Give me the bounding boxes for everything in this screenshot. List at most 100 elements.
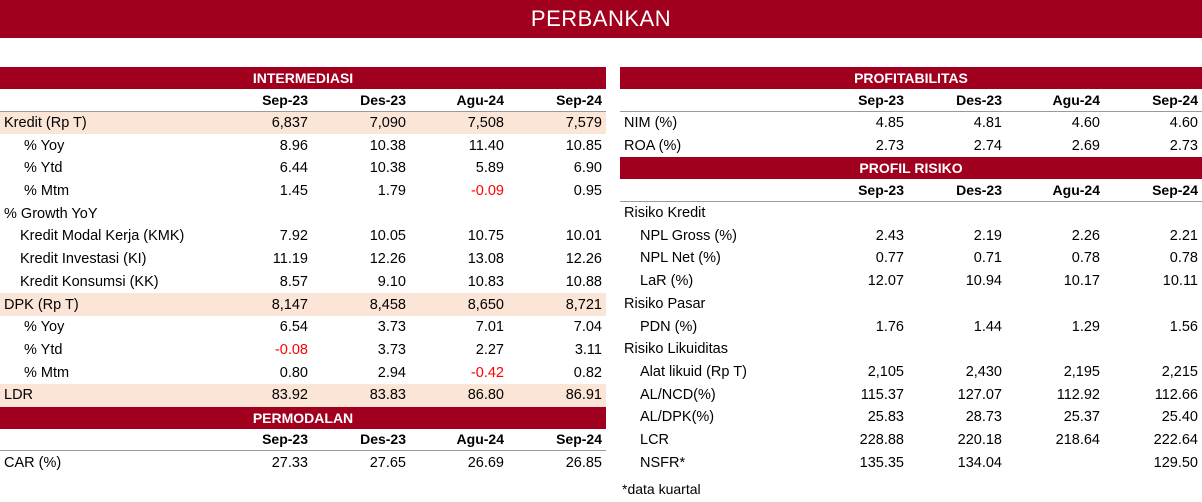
table-cell: 86.91 [565,387,602,404]
table-cell: 222.64 [1153,431,1198,448]
section-title: PROFITABILITAS [854,70,968,86]
table-cell: 1.56 [1169,318,1198,335]
table-cell: 8,147 [271,296,308,313]
table-cell: 27.33 [271,454,308,471]
table-cell: 10.83 [467,273,504,290]
table-cell: 2,215 [1161,363,1198,380]
row-label: PDN (%) [640,318,698,335]
table-cell: 2.26 [1071,227,1100,244]
table-cell: 6,837 [271,115,308,132]
table-cell: 6.90 [573,160,602,177]
section-permodalan: PERMODALAN [0,406,606,429]
section-title: PROFIL RISIKO [859,160,963,177]
table-cell: 7,090 [369,115,406,132]
table-row: % Yoy 8.96 10.38 11.40 10.85 [0,134,606,157]
table-cell: 11.19 [272,251,308,268]
period-header: Sep-24 [1152,181,1198,198]
row-label: % Ytd [24,160,63,177]
table-cell: 0.78 [1071,250,1100,267]
row-label: % Mtm [24,364,70,381]
row-label: Kredit Modal Kerja (KMK) [20,228,185,245]
table-cell: 0.95 [573,183,602,200]
period-header-row: Sep-23 Des-23 Agu-24 Sep-24 [620,179,1202,202]
row-label: NSFR* [640,454,686,471]
period-header: Sep-24 [1152,91,1198,108]
period-header: Des-23 [956,91,1002,108]
table-cell: 0.77 [875,250,904,267]
table-cell: 25.40 [1161,409,1198,426]
table-row: AL/DPK(%) 25.83 28.73 25.37 25.40 [620,406,1202,429]
table-cell: -0.08 [274,341,308,358]
table-row: Kredit Konsumsi (KK) 8.57 9.10 10.83 10.88 [0,271,606,294]
table-row: ROA (%) 2.73 2.74 2.69 2.73 [620,134,1202,157]
table-cell: 7,508 [467,115,504,132]
table-cell: 2.69 [1071,137,1100,154]
row-label: Alat likuid (Rp T) [640,363,747,380]
table-row: % Mtm 1.45 1.79 -0.09 0.95 [0,180,606,203]
table-cell: 2.94 [377,364,406,381]
table-row: NIM (%) 4.85 4.81 4.60 4.60 [620,112,1202,135]
row-label: NIM (%) [624,115,678,132]
table-cell: 0.71 [973,250,1002,267]
table-cell: 129.50 [1153,454,1198,471]
row-label: Kredit Investasi (KI) [20,251,147,268]
period-header: Des-23 [360,91,406,108]
table-cell: 2.73 [1169,137,1198,154]
table-cell: 6.44 [279,160,308,177]
row-label: Risiko Pasar [624,295,706,312]
section-title: PERMODALAN [252,409,354,426]
period-header: Agu-24 [456,91,504,108]
right-panel: PROFITABILITAS Sep-23 Des-23 Agu-24 Sep-… [620,67,1202,474]
table-row: DPK (Rp T) 8,147 8,458 8,650 8,721 [0,293,606,316]
row-label: Risiko Kredit [624,205,706,222]
table-cell: 25.83 [867,409,904,426]
table-cell: 13.08 [467,251,504,268]
table-cell: 2.27 [475,341,504,358]
table-cell: 12.26 [565,251,602,268]
row-label: Risiko Likuiditas [624,341,728,358]
period-header-row: Sep-23 Des-23 Agu-24 Sep-24 [620,89,1202,112]
table-row: Risiko Pasar [620,293,1202,316]
table-cell: 220.18 [957,431,1002,448]
table-cell: 0.82 [573,364,602,381]
table-row: Kredit Investasi (KI) 11.19 12.26 13.08 12.2… [0,248,606,271]
row-label: % Yoy [24,137,65,154]
table-cell: 0.78 [1169,250,1198,267]
row-label: DPK (Rp T) [4,296,79,313]
table-row: Risiko Likuiditas [620,338,1202,361]
period-header: Sep-23 [262,91,308,108]
table-row: PDN (%) 1.76 1.44 1.29 1.56 [620,315,1202,338]
period-header: Sep-23 [858,91,904,108]
period-header-row: Sep-23 Des-23 Agu-24 Sep-24 [0,89,606,112]
period-header: Des-23 [360,431,406,448]
table-cell: 8,458 [369,296,406,313]
table-row: % Ytd 6.44 10.38 5.89 6.90 [0,157,606,180]
table-cell: 10.75 [467,228,504,245]
period-header: Sep-24 [556,91,602,108]
period-header: Agu-24 [456,431,504,448]
table-row: Risiko Kredit [620,202,1202,225]
table-cell: 10.88 [565,273,602,290]
row-label: AL/DPK(%) [640,409,715,426]
table-cell: 83.83 [369,387,406,404]
period-header: Sep-24 [556,431,602,448]
table-cell: -0.09 [470,183,504,200]
table-row: CAR (%) 27.33 27.65 26.69 26.85 [0,451,606,474]
table-cell: 5.89 [475,160,504,177]
table-cell: 10.01 [565,228,602,245]
table-cell: 3.11 [574,341,602,358]
period-header: Agu-24 [1052,91,1100,108]
table-cell: 7,579 [565,115,602,132]
section-title: INTERMEDIASI [252,70,354,86]
row-label: LCR [640,431,670,448]
table-cell: 10.85 [565,137,602,154]
table-cell: 8,650 [467,296,504,313]
table-cell: 112.66 [1154,386,1198,403]
table-row: LaR (%) 12.07 10.94 10.17 10.11 [620,270,1202,293]
section-profitabilitas: PROFITABILITAS [620,67,1202,89]
table-cell: 83.92 [271,387,308,404]
table-row: Kredit Modal Kerja (KMK) 7.92 10.05 10.75 10… [0,225,606,248]
table-cell: 10.11 [1162,273,1198,290]
table-cell: 12.07 [867,273,904,290]
table-cell: 2.74 [973,137,1002,154]
